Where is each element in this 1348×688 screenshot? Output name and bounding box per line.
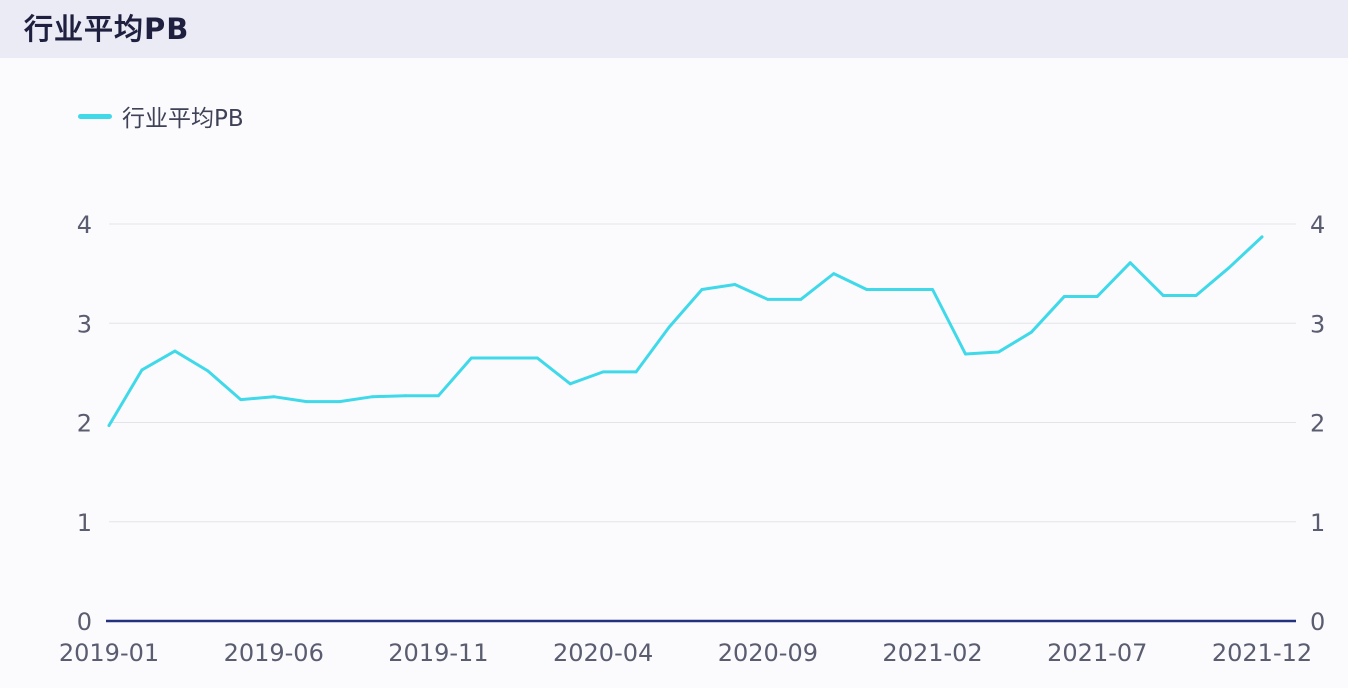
data-point[interactable]: [898, 288, 902, 291]
data-point[interactable]: [1194, 294, 1198, 297]
chart-panel: [0, 58, 1348, 688]
data-point[interactable]: [437, 394, 440, 398]
data-point[interactable]: [1030, 330, 1033, 334]
x-tick-label: 2019-01: [59, 639, 159, 667]
data-point[interactable]: [1095, 295, 1099, 298]
data-point[interactable]: [140, 368, 144, 372]
data-point[interactable]: [107, 424, 111, 427]
x-tick-label: 2020-09: [718, 639, 818, 667]
data-point[interactable]: [502, 356, 506, 360]
data-point[interactable]: [766, 298, 770, 301]
series-layer: [107, 235, 1264, 427]
data-point[interactable]: [634, 370, 638, 374]
x-tick-label: 2021-02: [882, 639, 982, 667]
data-point[interactable]: [1227, 266, 1231, 270]
y-tick-label-right: 4: [1310, 211, 1325, 239]
x-tick-label: 2020-04: [553, 639, 653, 667]
data-point[interactable]: [568, 382, 572, 386]
data-point[interactable]: [371, 395, 374, 399]
y-tick-label-left: 0: [77, 608, 92, 636]
y-tick-label-left: 2: [77, 410, 92, 438]
header-bar: 行业平均PB: [0, 0, 1348, 58]
x-axis-ticks: 2019-01 2019-06 2019-11 2020-04 2020-09 2021-…: [59, 639, 1312, 667]
data-point[interactable]: [997, 350, 1000, 354]
data-point[interactable]: [1161, 294, 1165, 297]
x-tick-label: 2021-12: [1212, 639, 1312, 667]
x-tick-label: 2019-11: [388, 639, 488, 667]
y-tick-label-left: 3: [77, 310, 92, 338]
x-tick-label: 2021-07: [1047, 639, 1147, 667]
data-point[interactable]: [601, 370, 605, 374]
data-point[interactable]: [865, 288, 869, 291]
y-tick-label-right: 2: [1310, 410, 1325, 438]
data-point[interactable]: [931, 288, 934, 291]
data-point[interactable]: [206, 369, 210, 373]
page-title: 行业平均PB: [24, 12, 190, 46]
data-point[interactable]: [469, 356, 473, 360]
y-tick-label-right: 0: [1310, 608, 1325, 636]
data-point[interactable]: [832, 272, 836, 276]
data-point[interactable]: [667, 325, 671, 329]
y-axis-left-ticks: 0 1 2 3 4: [77, 211, 92, 636]
data-point[interactable]: [733, 283, 737, 286]
legend-label: 行业平均PB: [122, 106, 244, 132]
y-tick-label-left: 4: [77, 211, 92, 239]
y-axis-right-ticks: 0 1 2 3 4: [1310, 211, 1325, 636]
chart-legend[interactable]: 行业平均PB: [78, 102, 244, 132]
y-tick-label-right: 3: [1310, 310, 1325, 338]
data-point[interactable]: [799, 298, 803, 301]
data-point[interactable]: [700, 288, 704, 291]
data-point[interactable]: [305, 400, 309, 404]
data-point[interactable]: [1260, 235, 1264, 239]
y-tick-label-left: 1: [77, 509, 92, 537]
data-point[interactable]: [338, 400, 341, 404]
data-point[interactable]: [964, 352, 967, 356]
data-point[interactable]: [1062, 295, 1066, 298]
series-line[interactable]: [107, 235, 1264, 427]
y-tick-label-right: 1: [1310, 509, 1325, 537]
gridlines: [109, 223, 1296, 523]
data-point[interactable]: [239, 398, 243, 402]
data-point[interactable]: [535, 356, 539, 360]
data-point[interactable]: [173, 349, 177, 353]
data-point[interactable]: [1128, 261, 1132, 265]
legend-swatch: [78, 113, 112, 119]
data-point[interactable]: [404, 394, 407, 398]
data-point[interactable]: [272, 395, 276, 399]
x-tick-label: 2019-06: [224, 639, 324, 667]
